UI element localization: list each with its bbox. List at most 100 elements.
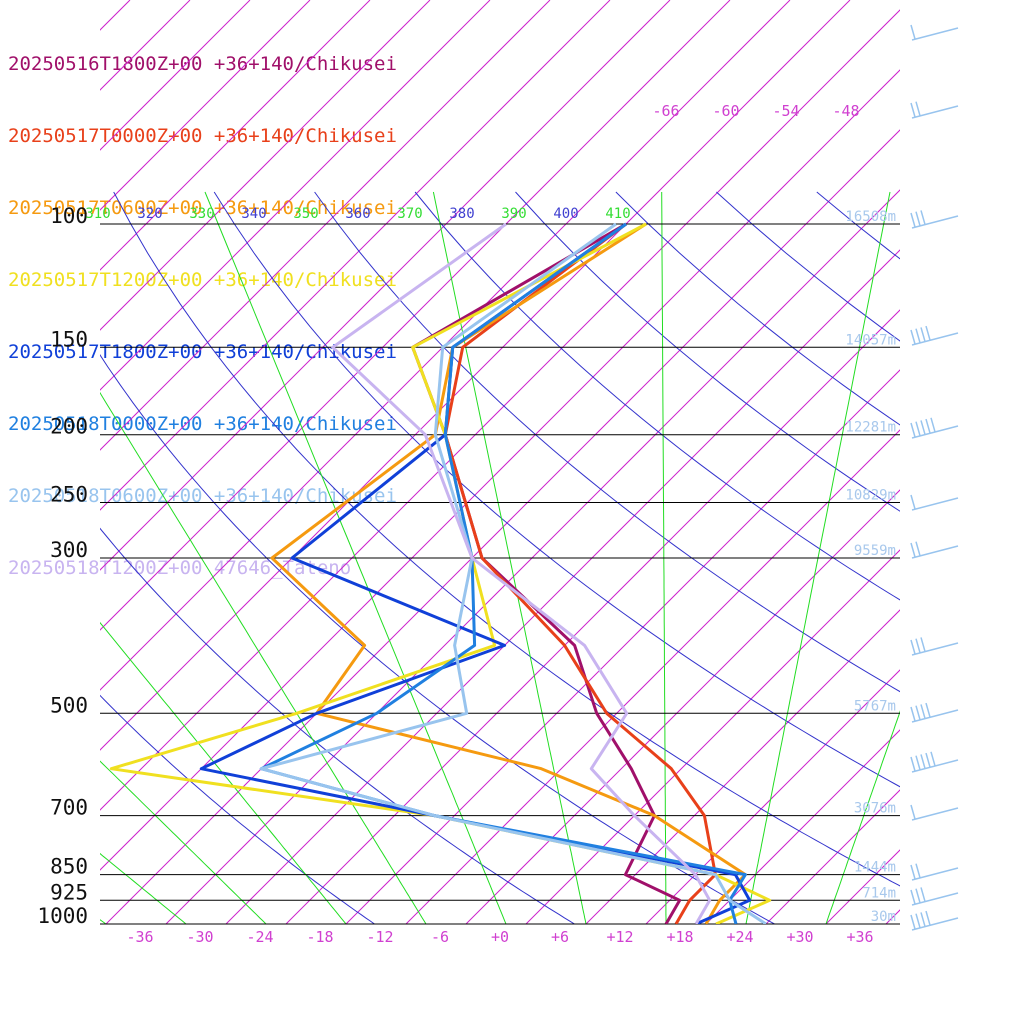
isotherm-line	[405, 429, 900, 924]
barb-flag	[915, 421, 921, 436]
upper-temperature-label: -66	[652, 102, 679, 120]
isotherm-line	[645, 669, 900, 924]
legend-entry: 20250517T0600Z+00 +36+140/Chikusei	[8, 197, 397, 219]
barb-flag	[920, 327, 926, 342]
isotherm-line	[100, 69, 900, 871]
barb-flag	[910, 212, 916, 228]
barb-flag	[915, 638, 921, 653]
dry-adiabat	[414, 191, 900, 601]
barb-flag	[920, 637, 926, 652]
sounding-line	[270, 222, 747, 924]
isotherm-line	[100, 9, 900, 811]
wind-barb	[910, 541, 959, 559]
dry-adiabat	[213, 191, 900, 788]
dry-adiabat	[917, 192, 1024, 939]
barb-staff	[911, 497, 959, 511]
legend-entry: 20250518T0600Z+00 +36+140/Chikusei	[8, 485, 397, 507]
pressure-label: 700	[50, 796, 88, 820]
wind-barb	[910, 417, 959, 439]
isotherm-line	[990, 0, 1024, 1000]
moist-adiabat	[100, 919, 107, 924]
barb-flag	[925, 752, 931, 768]
dry-adiabat	[816, 191, 900, 260]
temperature-label: +0	[491, 928, 509, 946]
pressure-label: 850	[50, 855, 88, 879]
isotherm-line	[585, 609, 900, 924]
theta-label: 320	[137, 206, 162, 222]
barb-staff	[911, 425, 959, 439]
sounding-line	[259, 222, 747, 924]
upper-temperature-label: -60	[712, 102, 739, 120]
theta-label: 380	[449, 206, 474, 222]
isotherm-line	[705, 729, 900, 924]
legend-entry: 20250517T0000Z+00 +36+140/Chikusei	[8, 125, 397, 147]
height-label: 714m	[862, 885, 896, 901]
height-label: 10829m	[845, 488, 896, 504]
barb-flag	[920, 754, 926, 769]
barb-flag	[910, 102, 916, 118]
barb-flag	[910, 494, 916, 510]
barb-flag	[915, 863, 921, 878]
height-label: 3076m	[854, 801, 896, 817]
dry-adiabat	[100, 527, 576, 924]
barb-flag	[915, 101, 921, 116]
temperature-label: +12	[606, 928, 633, 946]
barb-flag	[910, 804, 916, 820]
legend: 20250516T1800Z+00 +36+140/Chikusei 20250…	[8, 4, 397, 604]
wind-barb	[910, 751, 959, 773]
upper-temperature-label: -54	[772, 102, 799, 120]
isotherm-line	[525, 549, 900, 924]
isotherm-line	[100, 0, 671, 571]
barb-flag	[915, 541, 921, 556]
pressure-label: 150	[50, 327, 88, 351]
barb-flag	[930, 417, 936, 433]
pressure-label: 300	[50, 538, 88, 562]
isotherm-line	[765, 789, 900, 924]
wind-barb	[910, 702, 959, 723]
barb-flag	[915, 755, 921, 770]
isotherm-line	[225, 249, 900, 924]
barb-flag	[910, 756, 916, 772]
moist-adiabat	[100, 760, 267, 924]
barb-flag	[920, 420, 926, 435]
temperature-label: +36	[846, 928, 873, 946]
wind-barb	[910, 863, 959, 881]
moist-adiabat	[100, 391, 427, 924]
isotherm-line	[100, 0, 191, 91]
barb-staff	[911, 892, 959, 906]
theta-label: 400	[553, 206, 578, 222]
pressure-label: 1000	[37, 904, 88, 928]
theta-label: 330	[189, 206, 214, 222]
isotherm-line	[100, 0, 431, 331]
series-lines	[109, 222, 772, 924]
barb-flag	[915, 328, 921, 343]
height-label: 16508m	[845, 209, 896, 225]
dry-adiabat	[716, 191, 900, 342]
isotherm-line	[100, 0, 251, 151]
temperature-label: +18	[666, 928, 693, 946]
isotherm-line	[930, 0, 1024, 1000]
dry-adiabat	[1018, 192, 1024, 939]
isotherm-line	[100, 0, 851, 751]
barb-staff	[911, 917, 959, 931]
barb-flag	[910, 914, 916, 930]
theta-label: 310	[85, 206, 110, 222]
barb-flag	[910, 542, 916, 558]
temperature-label: -12	[366, 928, 393, 946]
barb-flag	[910, 639, 916, 655]
temperature-label: -36	[126, 928, 153, 946]
height-label: 14057m	[845, 332, 896, 348]
isotherm-line	[100, 0, 551, 451]
wind-barb	[910, 887, 959, 906]
legend-entry: 20250517T1200Z+00 +36+140/Chikusei	[8, 269, 397, 291]
barb-flag	[925, 325, 931, 341]
wind-barb	[910, 101, 959, 119]
barb-flag	[920, 887, 926, 902]
isotherm-line	[885, 909, 900, 924]
barb-flag	[925, 702, 931, 718]
barb-staff	[911, 867, 959, 881]
wind-barb	[910, 804, 959, 821]
barb-flag	[915, 705, 921, 720]
dry-adiabat	[515, 191, 900, 512]
